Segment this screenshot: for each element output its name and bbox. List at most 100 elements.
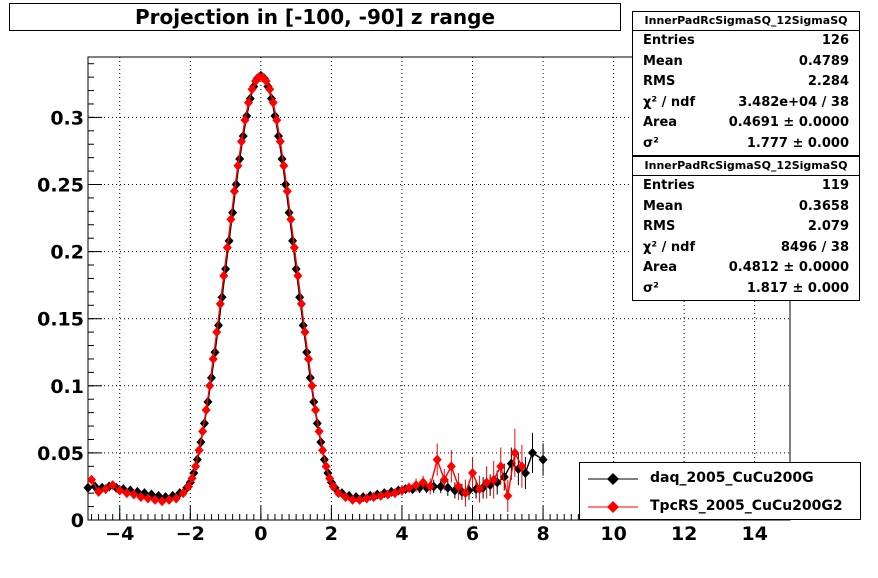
data-point	[164, 494, 174, 505]
x-tick-label: 4	[395, 523, 408, 545]
stats-header: InnerPadRcSigmaSQ_12SigmaSQ	[633, 157, 859, 176]
data-point	[520, 468, 530, 479]
data-point	[314, 426, 324, 437]
stats-row-mean: Mean 0.4789	[643, 53, 849, 69]
data-point	[453, 481, 463, 492]
x-tick-label: 14	[741, 523, 767, 545]
data-point	[411, 480, 421, 491]
stats-row-area: Area 0.4691 ± 0.0000	[643, 115, 849, 131]
data-point	[404, 482, 414, 493]
data-point	[201, 404, 211, 415]
data-point	[226, 214, 236, 225]
data-point	[244, 97, 254, 108]
data-point	[178, 488, 188, 499]
data-point	[318, 445, 328, 456]
stats-header: InnerPadRcSigmaSQ_12SigmaSQ	[633, 12, 859, 31]
data-point	[194, 445, 204, 456]
data-point	[527, 447, 537, 458]
data-point	[383, 489, 393, 500]
data-point	[369, 492, 379, 503]
data-point	[282, 186, 292, 197]
y-tick-label: 0.15	[37, 309, 84, 331]
data-point	[321, 461, 331, 472]
y-tick-label: 0.3	[50, 107, 84, 129]
x-tick-label: 12	[671, 523, 697, 545]
data-point	[171, 493, 181, 504]
data-point	[446, 461, 456, 472]
data-point	[510, 447, 520, 458]
stats-row-sigma2: σ² 1.817 ± 0.000	[643, 280, 849, 296]
data-point	[300, 327, 310, 338]
data-point	[439, 474, 449, 485]
data-point	[150, 494, 160, 505]
data-point	[418, 477, 428, 488]
data-point	[206, 372, 216, 383]
stats-row-chi2: χ² / ndf 8496 / 38	[643, 239, 849, 255]
data-point	[348, 494, 358, 505]
stats-row-mean: Mean 0.3658	[643, 198, 849, 214]
data-point	[236, 136, 246, 147]
data-point	[305, 372, 315, 383]
data-point	[489, 474, 499, 485]
data-point	[517, 461, 527, 472]
data-point	[108, 480, 118, 491]
y-tick-label: 0.2	[50, 242, 84, 264]
data-point	[538, 454, 548, 465]
data-point	[355, 494, 365, 505]
x-tick-label: 2	[325, 523, 338, 545]
data-point	[307, 380, 317, 391]
data-point	[436, 481, 446, 492]
data-point	[272, 115, 282, 126]
data-point	[187, 473, 197, 484]
stats-row-entries: Entries 119	[643, 178, 849, 193]
stats-box-tpcrs: InnerPadRcSigmaSQ_12SigmaSQ Entries 119 M…	[632, 156, 860, 301]
data-point	[328, 481, 338, 492]
chart-title: Projection in [-100, -90] z range	[9, 3, 621, 31]
data-point	[208, 353, 218, 364]
data-point	[87, 474, 97, 485]
data-point	[247, 84, 257, 95]
legend-entry-daq: daq_2005_CuCu200G	[580, 465, 860, 493]
stats-row-chi2: χ² / ndf 3.482e+04 / 38	[643, 94, 849, 110]
legend-entry-tpcrs: TpcRS_2005_CuCu200G2	[580, 493, 860, 521]
data-point	[482, 477, 492, 488]
data-point	[496, 461, 506, 472]
legend: daq_2005_CuCu200G TpcRS_2005_CuCu200G2	[579, 462, 861, 520]
data-point	[184, 481, 194, 492]
data-point	[397, 485, 407, 496]
data-point	[94, 486, 104, 497]
stats-row-sigma2: σ² 1.777 ± 0.000	[643, 135, 849, 151]
data-point	[390, 488, 400, 499]
x-tick-label: 0	[254, 523, 267, 545]
data-point	[233, 160, 243, 171]
stats-box-daq: InnerPadRcSigmaSQ_12SigmaSQ Entries 126 M…	[632, 11, 860, 156]
data-point	[229, 186, 239, 197]
data-point	[362, 493, 372, 504]
data-point	[376, 490, 386, 501]
x-tick-label: 8	[536, 523, 549, 545]
data-point	[443, 482, 453, 493]
x-tick-label: −2	[176, 523, 205, 545]
data-point	[475, 484, 485, 495]
y-tick-label: 0.25	[37, 174, 84, 196]
data-point	[286, 214, 296, 225]
x-tick-label: −4	[105, 523, 134, 545]
data-point	[212, 327, 222, 338]
data-point	[425, 481, 435, 492]
data-point	[240, 115, 250, 126]
data-point	[333, 488, 343, 499]
data-point	[261, 76, 271, 87]
data-point	[275, 136, 285, 147]
data-point	[293, 270, 303, 281]
data-point	[136, 492, 146, 503]
data-point	[222, 242, 232, 253]
data-point	[143, 493, 153, 504]
data-point	[101, 484, 111, 495]
stats-row-rms: RMS 2.079	[643, 219, 849, 235]
stats-row-entries: Entries 126	[643, 33, 849, 48]
data-point	[215, 298, 225, 309]
data-point	[311, 404, 321, 415]
data-point	[432, 454, 442, 465]
legend-label-daq: daq_2005_CuCu200G	[650, 470, 814, 486]
legend-label-tpcrs: TpcRS_2005_CuCu200G2	[650, 498, 843, 514]
